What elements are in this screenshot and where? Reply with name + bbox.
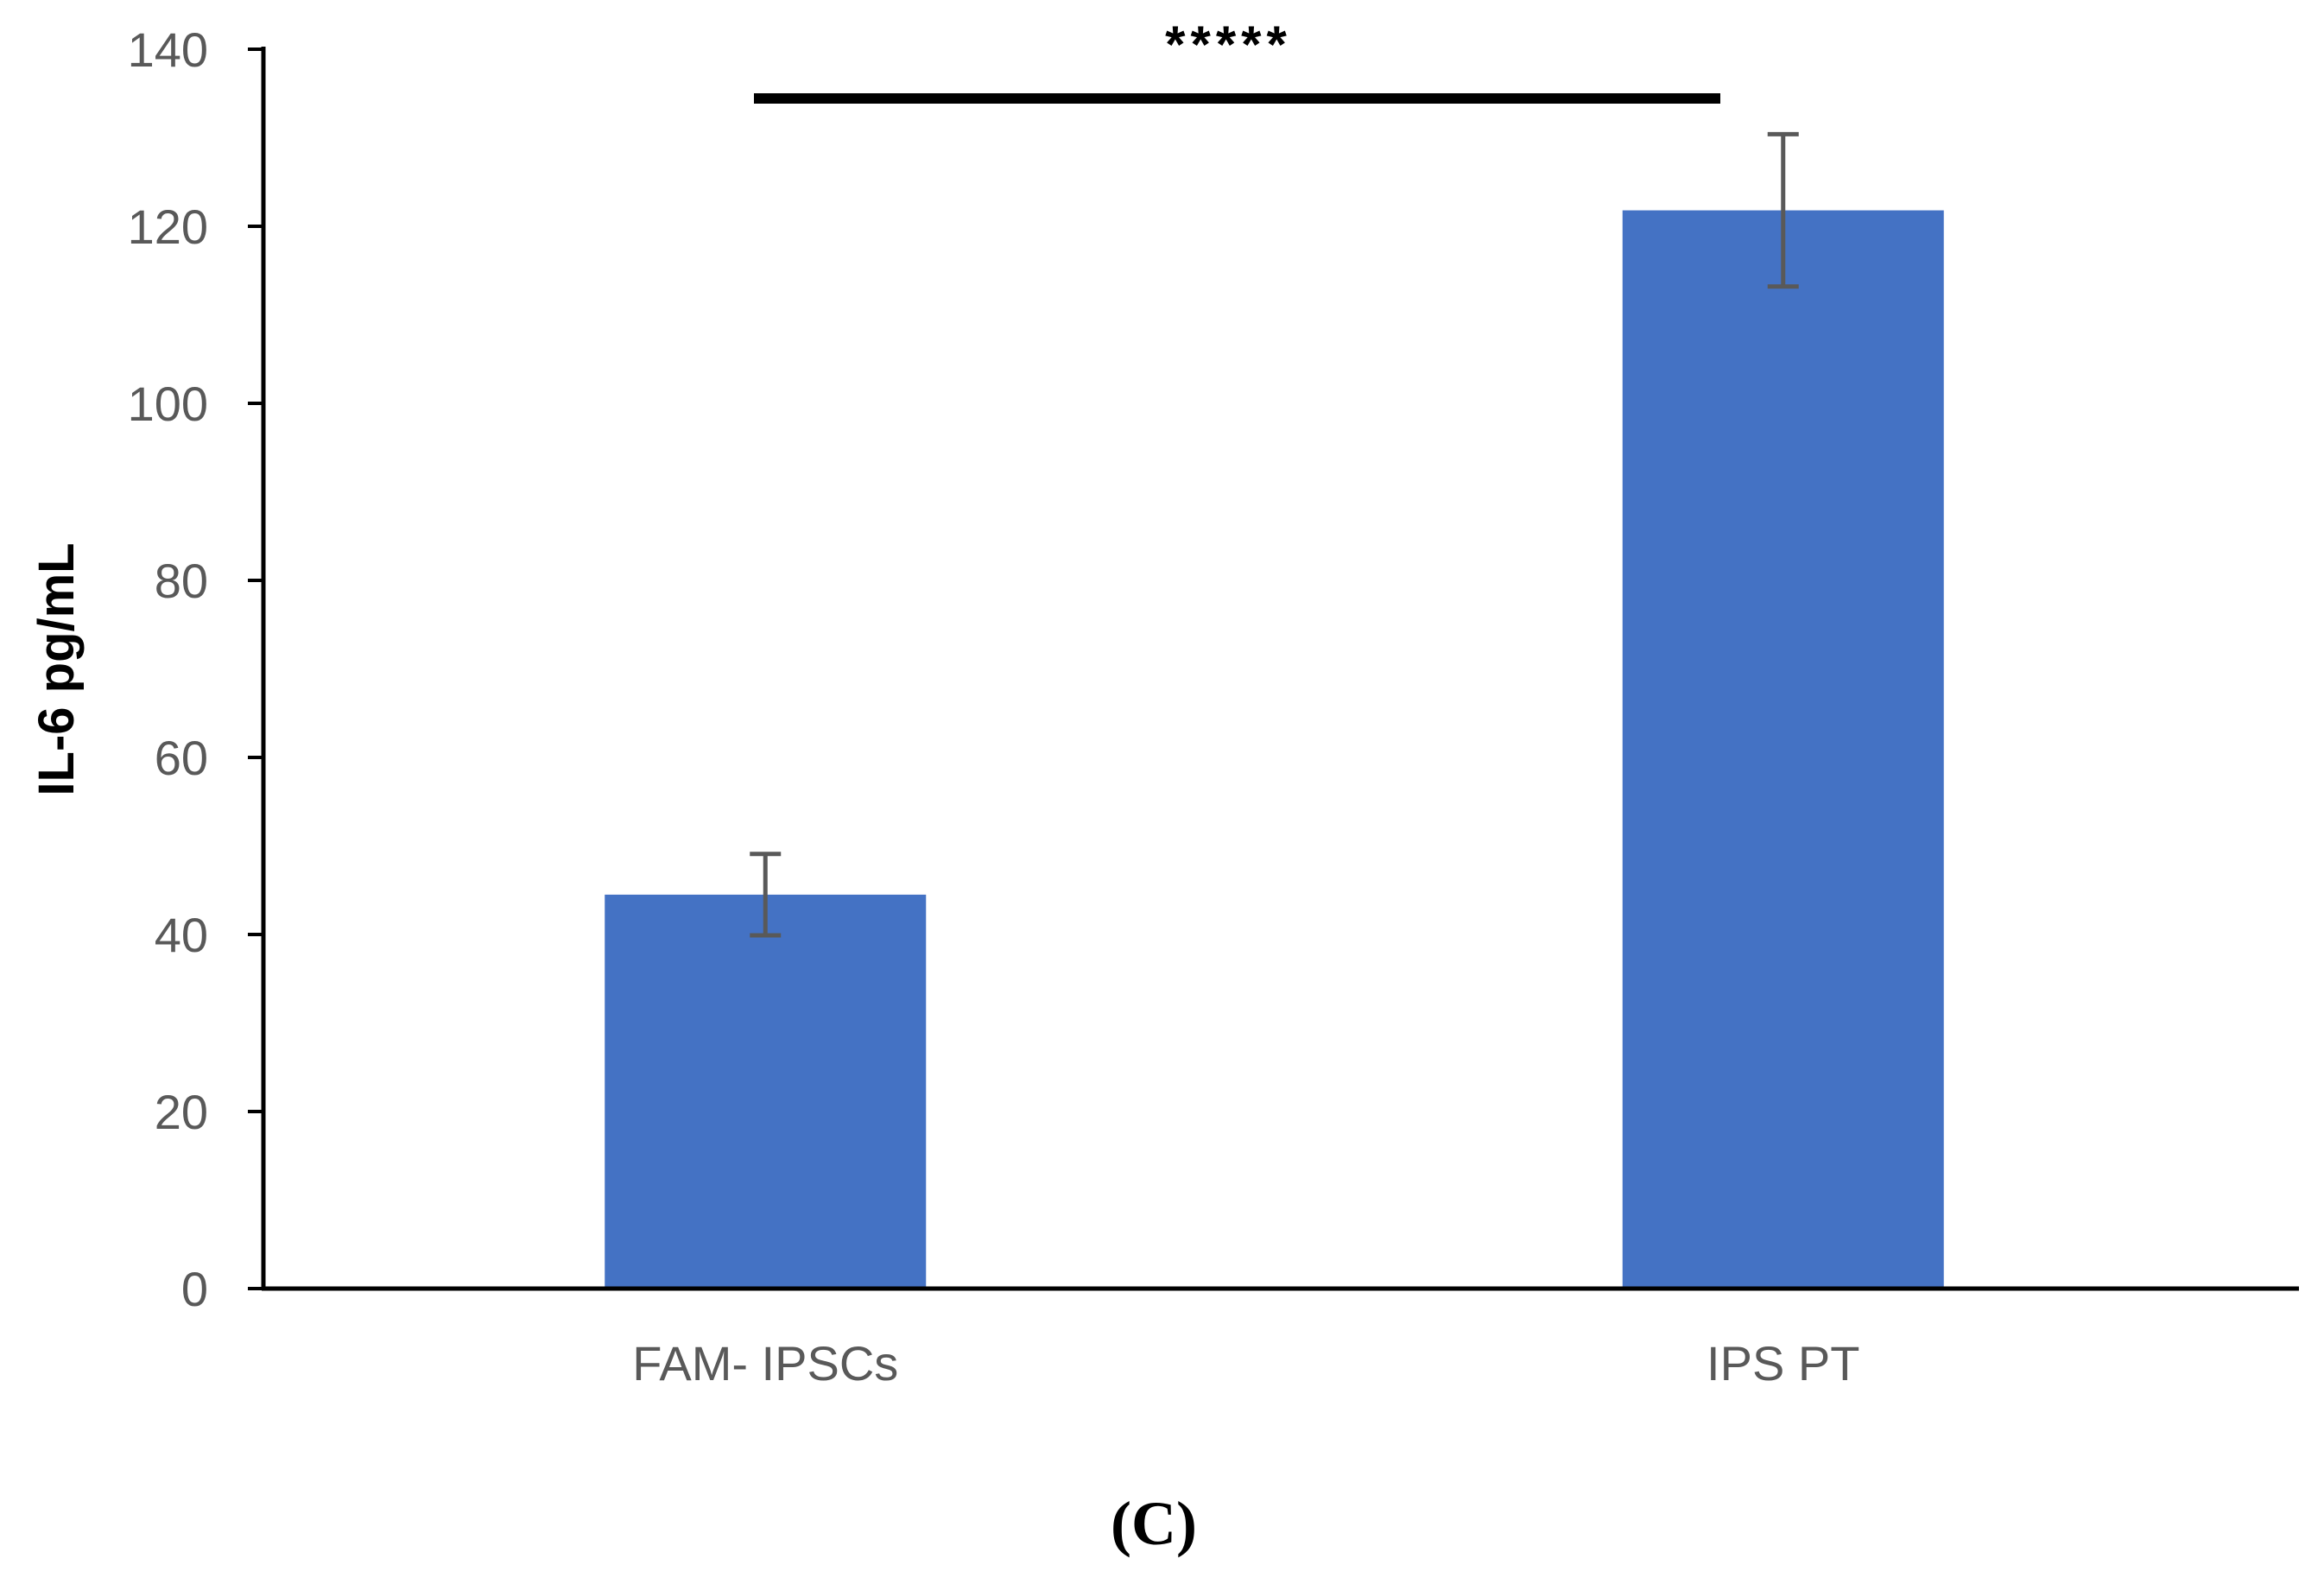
y-tick-label: 40 — [155, 908, 208, 962]
y-tick-label: 140 — [128, 22, 208, 77]
significance-annotation: ***** — [754, 16, 1720, 104]
x-tick-labels: FAM- IPSCs IPS PT — [632, 1336, 1859, 1390]
bar — [1622, 210, 1944, 1289]
y-tick-label: 80 — [155, 554, 208, 608]
y-tick-label: 0 — [181, 1262, 208, 1316]
error-bar — [1767, 131, 1799, 289]
bar — [605, 894, 927, 1289]
y-tick-label: 120 — [128, 200, 208, 254]
y-axis-label: IL-6 pg/mL — [28, 542, 85, 795]
y-tick-label: 60 — [155, 731, 208, 785]
significance-stars: ***** — [1165, 16, 1292, 73]
x-tick-label: IPS PT — [1707, 1336, 1859, 1390]
y-tick-label: 20 — [155, 1085, 208, 1139]
panel-label: (C) — [1111, 1489, 1197, 1558]
x-tick-label: FAM- IPSCs — [632, 1336, 898, 1390]
y-ticks: 0 20 40 60 80 100 120 140 — [128, 22, 263, 1316]
y-tick-label: 100 — [128, 377, 208, 431]
error-bar — [750, 852, 782, 938]
chart-marks — [605, 131, 1944, 1289]
